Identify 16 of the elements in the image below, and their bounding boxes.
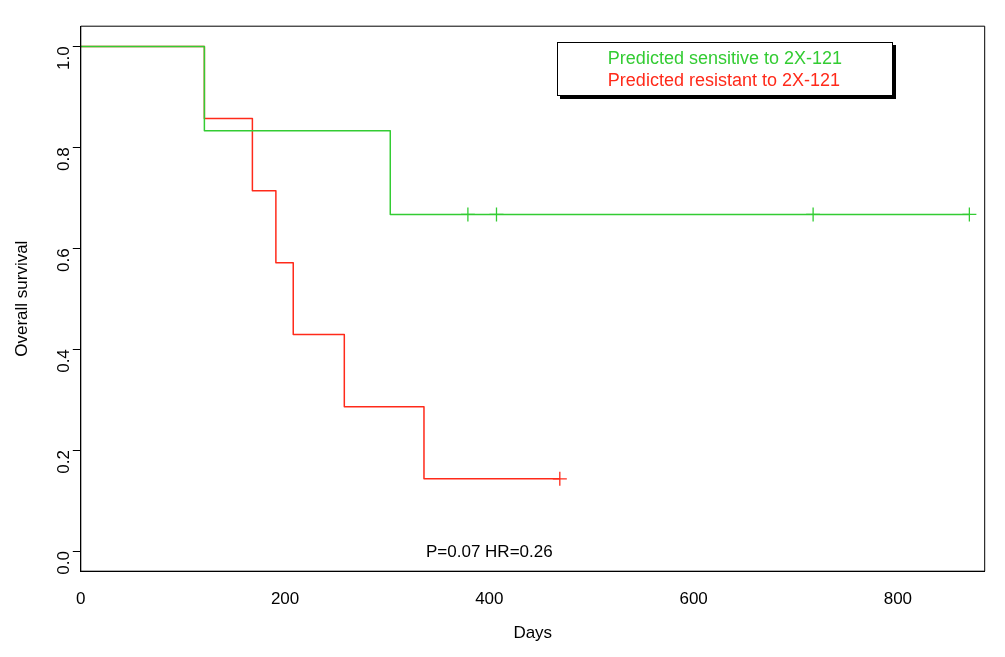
x-tick-label: 400 <box>475 589 504 609</box>
y-tick-label: 0.0 <box>54 551 74 575</box>
y-tick-label: 1.0 <box>54 46 74 71</box>
y-tick-label: 0.6 <box>54 248 74 272</box>
y-axis-title: Overall survival <box>11 240 31 357</box>
x-tick-label: 0 <box>76 589 86 609</box>
annotation: P=0.07 HR=0.26 <box>426 542 553 562</box>
y-tick-label: 0.8 <box>54 147 74 171</box>
x-axis-title: Days <box>513 623 553 643</box>
x-tick-label: 600 <box>679 589 708 609</box>
y-tick-label: 0.2 <box>54 450 74 474</box>
y-tick-label: 0.4 <box>54 349 74 373</box>
x-tick-label: 200 <box>270 589 300 609</box>
x-tick-label: 800 <box>883 589 913 609</box>
text: Predicted sensitive to 2X-121 <box>607 47 842 69</box>
text: Predicted resistant to 2X-121 <box>607 69 841 91</box>
